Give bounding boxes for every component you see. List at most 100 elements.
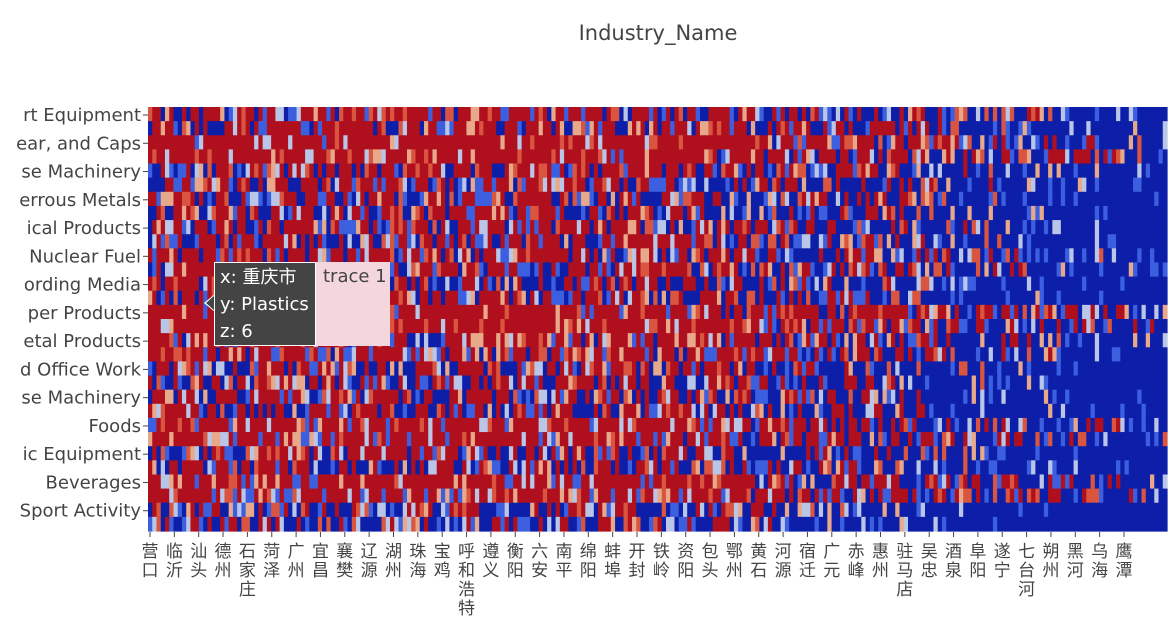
heatmap-cell[interactable] (330, 234, 336, 249)
heatmap-cell[interactable] (725, 361, 731, 377)
heatmap-cell[interactable] (1107, 163, 1113, 179)
heatmap-cell[interactable] (466, 121, 472, 136)
heatmap-cell[interactable] (1048, 304, 1053, 320)
heatmap-cell[interactable] (916, 375, 922, 391)
heatmap-cell[interactable] (1052, 361, 1058, 377)
heatmap-cell[interactable] (725, 107, 731, 122)
heatmap-cell[interactable] (423, 319, 429, 334)
heatmap-cell[interactable] (1099, 220, 1104, 235)
heatmap-cell[interactable] (1116, 375, 1121, 391)
heatmap-cell[interactable] (241, 375, 247, 391)
heatmap-cell[interactable] (763, 333, 769, 348)
heatmap-cell[interactable] (275, 361, 281, 377)
heatmap-cell[interactable] (398, 191, 404, 207)
heatmap-cell[interactable] (665, 191, 671, 207)
heatmap-cell[interactable] (954, 205, 960, 221)
heatmap-cell[interactable] (538, 319, 544, 334)
heatmap-cell[interactable] (1154, 347, 1160, 362)
heatmap-cell[interactable] (1145, 107, 1151, 122)
heatmap-cell[interactable] (160, 319, 166, 334)
heatmap-cell[interactable] (793, 135, 799, 150)
heatmap-cell[interactable] (1026, 205, 1032, 221)
heatmap-cell[interactable] (1137, 347, 1143, 362)
heatmap-cell[interactable] (428, 248, 434, 264)
heatmap-cell[interactable] (852, 290, 858, 306)
heatmap-cell[interactable] (198, 319, 204, 334)
heatmap-cell[interactable] (1018, 149, 1024, 165)
heatmap-cell[interactable] (729, 290, 735, 306)
heatmap-cell[interactable] (933, 276, 939, 292)
heatmap-cell[interactable] (912, 319, 918, 334)
heatmap-cell[interactable] (886, 389, 892, 405)
heatmap-cell[interactable] (1120, 205, 1126, 221)
heatmap-cell[interactable] (491, 177, 497, 193)
heatmap-cell[interactable] (508, 361, 514, 377)
heatmap-cell[interactable] (610, 135, 616, 150)
heatmap-cell[interactable] (971, 333, 977, 348)
heatmap-cell[interactable] (1094, 347, 1100, 362)
heatmap-cell[interactable] (933, 135, 939, 150)
heatmap-cell[interactable] (916, 177, 922, 193)
heatmap-cell[interactable] (419, 304, 425, 320)
heatmap-cell[interactable] (831, 177, 837, 193)
heatmap-cell[interactable] (806, 177, 811, 193)
heatmap-cell[interactable] (682, 276, 688, 292)
heatmap-cell[interactable] (411, 375, 417, 391)
heatmap-cell[interactable] (708, 177, 714, 193)
heatmap-cell[interactable] (806, 375, 811, 391)
heatmap-cell[interactable] (784, 191, 790, 207)
heatmap-cell[interactable] (967, 347, 973, 362)
heatmap-cell[interactable] (559, 220, 565, 235)
heatmap-cell[interactable] (169, 220, 175, 235)
heatmap-cell[interactable] (169, 135, 175, 150)
heatmap-cell[interactable] (644, 347, 650, 362)
heatmap-cell[interactable] (1056, 107, 1062, 122)
heatmap-cell[interactable] (538, 163, 544, 179)
heatmap-cell[interactable] (1150, 248, 1155, 264)
heatmap-cell[interactable] (827, 389, 833, 405)
heatmap-cell[interactable] (160, 234, 166, 249)
heatmap-cell[interactable] (699, 361, 705, 377)
heatmap-cell[interactable] (207, 262, 213, 278)
heatmap-cell[interactable] (576, 319, 582, 334)
heatmap-cell[interactable] (598, 319, 603, 334)
heatmap-cell[interactable] (356, 375, 361, 391)
heatmap-cell[interactable] (716, 177, 722, 193)
heatmap-cell[interactable] (869, 149, 875, 165)
heatmap-cell[interactable] (148, 149, 153, 165)
heatmap-cell[interactable] (865, 319, 871, 334)
heatmap-cell[interactable] (975, 389, 981, 405)
heatmap-cell[interactable] (997, 135, 1003, 150)
heatmap-cell[interactable] (1014, 135, 1019, 150)
heatmap-cell[interactable] (181, 276, 187, 292)
heatmap-cell[interactable] (483, 205, 489, 221)
heatmap-cell[interactable] (1116, 290, 1121, 306)
heatmap-cell[interactable] (963, 375, 969, 391)
heatmap-cell[interactable] (598, 135, 603, 150)
heatmap-cell[interactable] (1154, 262, 1160, 278)
heatmap-cell[interactable] (521, 276, 527, 292)
heatmap-cell[interactable] (398, 361, 404, 377)
heatmap-cell[interactable] (181, 319, 187, 334)
heatmap-cell[interactable] (360, 191, 366, 207)
heatmap-cell[interactable] (288, 361, 293, 377)
heatmap-cell[interactable] (525, 234, 531, 249)
heatmap-cell[interactable] (351, 205, 357, 221)
heatmap-cell[interactable] (852, 347, 858, 362)
heatmap-cell[interactable] (924, 333, 930, 348)
heatmap-cell[interactable] (1069, 234, 1075, 249)
heatmap-cell[interactable] (1124, 375, 1130, 391)
heatmap-cell[interactable] (564, 276, 569, 292)
heatmap-cell[interactable] (682, 234, 688, 249)
heatmap-cell[interactable] (1056, 361, 1062, 377)
heatmap-cell[interactable] (920, 149, 926, 165)
heatmap-cell[interactable] (517, 375, 523, 391)
heatmap-cell[interactable] (453, 107, 459, 122)
heatmap-cell[interactable] (644, 375, 650, 391)
heatmap-cell[interactable] (992, 149, 998, 165)
heatmap-cell[interactable] (198, 135, 204, 150)
heatmap-cell[interactable] (1137, 248, 1143, 264)
heatmap-cell[interactable] (712, 177, 718, 193)
heatmap-cell[interactable] (266, 347, 272, 362)
heatmap-cell[interactable] (1005, 276, 1011, 292)
